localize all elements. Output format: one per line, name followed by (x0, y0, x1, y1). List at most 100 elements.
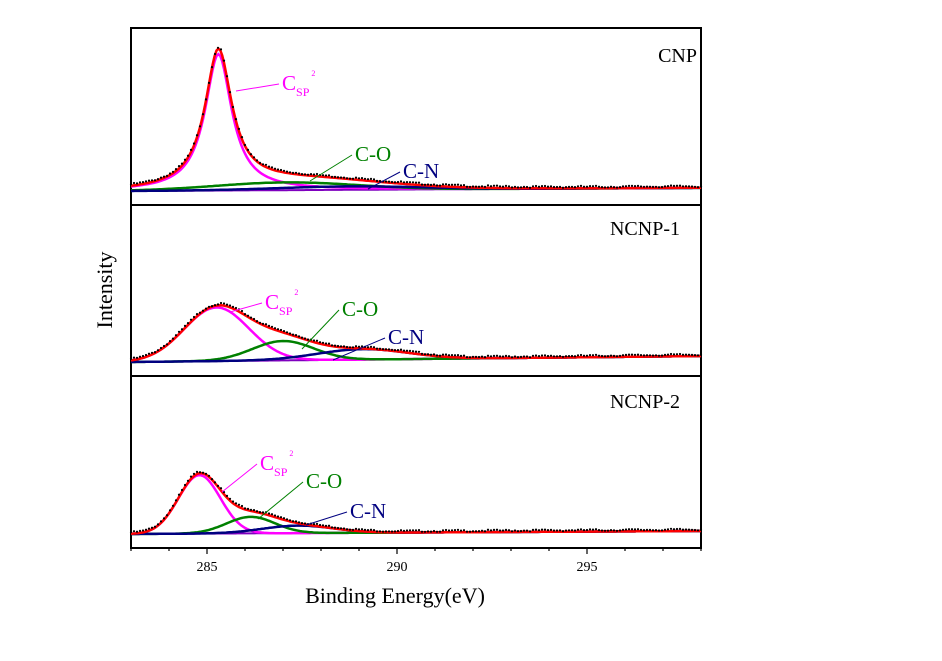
data-point (243, 143, 247, 147)
data-point (603, 529, 607, 532)
data-point (456, 528, 460, 532)
data-point (354, 345, 358, 348)
data-point (264, 323, 268, 326)
data-point (399, 348, 403, 351)
data-point (249, 153, 253, 156)
data-point (600, 186, 604, 189)
data-point (558, 355, 562, 358)
data-point (132, 356, 136, 359)
data-point (243, 507, 247, 510)
data-point (453, 529, 457, 532)
data-point (180, 162, 184, 165)
data-point (618, 529, 622, 532)
data-point (294, 171, 298, 174)
annotation-leader-co (309, 154, 353, 182)
data-point (267, 512, 271, 515)
data-point (225, 303, 229, 306)
data-point (624, 528, 628, 531)
data-point (297, 335, 301, 338)
data-point (411, 181, 415, 184)
data-point (147, 352, 151, 355)
data-point (642, 185, 646, 188)
data-point (186, 479, 190, 482)
data-point (549, 185, 553, 188)
data-point (618, 354, 622, 357)
data-point (189, 318, 193, 321)
data-point (432, 183, 436, 186)
data-point (597, 529, 601, 532)
annotation-csp2: CSP2 (265, 288, 298, 318)
data-point (210, 478, 214, 481)
data-point (249, 316, 253, 319)
data-point (624, 185, 628, 188)
data-point (645, 354, 649, 357)
annotation-co: C-O (342, 297, 378, 321)
data-point (639, 185, 643, 188)
annotation-leader-cn (305, 511, 348, 526)
data-point (636, 184, 640, 187)
data-point (303, 173, 307, 176)
data-point (150, 526, 154, 529)
data-point (453, 183, 457, 186)
data-point (471, 185, 475, 188)
data-point (546, 185, 550, 188)
data-point (426, 530, 430, 533)
data-point (180, 488, 184, 492)
data-point (378, 530, 382, 533)
raw-data-points (129, 301, 703, 360)
data-point (468, 185, 472, 188)
data-point (537, 529, 541, 532)
data-point (486, 528, 490, 531)
panel-frame (130, 375, 702, 549)
annotation-leader-cn (332, 337, 386, 361)
data-point (342, 176, 346, 179)
data-point (426, 183, 430, 186)
data-point (135, 356, 139, 359)
data-point (558, 529, 562, 532)
annotation-leader-csp2 (221, 463, 258, 493)
data-point (261, 322, 265, 325)
data-point (675, 527, 679, 531)
data-point (546, 529, 550, 532)
data-point (600, 529, 604, 532)
data-point (531, 354, 535, 357)
data-point (225, 75, 229, 78)
data-point (291, 520, 295, 523)
data-point (417, 529, 421, 532)
data-point (612, 529, 616, 532)
data-point (435, 354, 439, 357)
data-point (222, 59, 226, 62)
x-tick-label: 295 (577, 560, 598, 575)
data-point (648, 185, 652, 188)
data-point (432, 529, 436, 533)
data-point (138, 355, 142, 358)
data-point (543, 354, 547, 357)
data-point (213, 52, 217, 56)
data-point (681, 353, 685, 356)
data-point (522, 185, 526, 188)
data-point (360, 177, 364, 180)
data-point (663, 353, 667, 356)
data-point (438, 530, 442, 533)
data-point (438, 184, 442, 187)
data-point (402, 349, 406, 352)
data-point (609, 529, 613, 532)
data-point (258, 321, 262, 324)
data-point (207, 81, 211, 84)
data-point (330, 175, 334, 178)
data-point (471, 355, 475, 358)
data-point (423, 530, 427, 533)
envelope-line (130, 304, 702, 362)
data-point (399, 529, 403, 532)
data-point (570, 354, 574, 358)
data-point (417, 350, 421, 353)
data-point (444, 353, 448, 356)
data-point (672, 184, 676, 187)
data-point (411, 350, 415, 353)
data-point (579, 528, 583, 531)
data-point (651, 185, 655, 188)
data-point (300, 173, 304, 176)
data-point (690, 353, 694, 356)
data-point (582, 354, 586, 357)
annotation-cn: C-N (403, 159, 439, 183)
